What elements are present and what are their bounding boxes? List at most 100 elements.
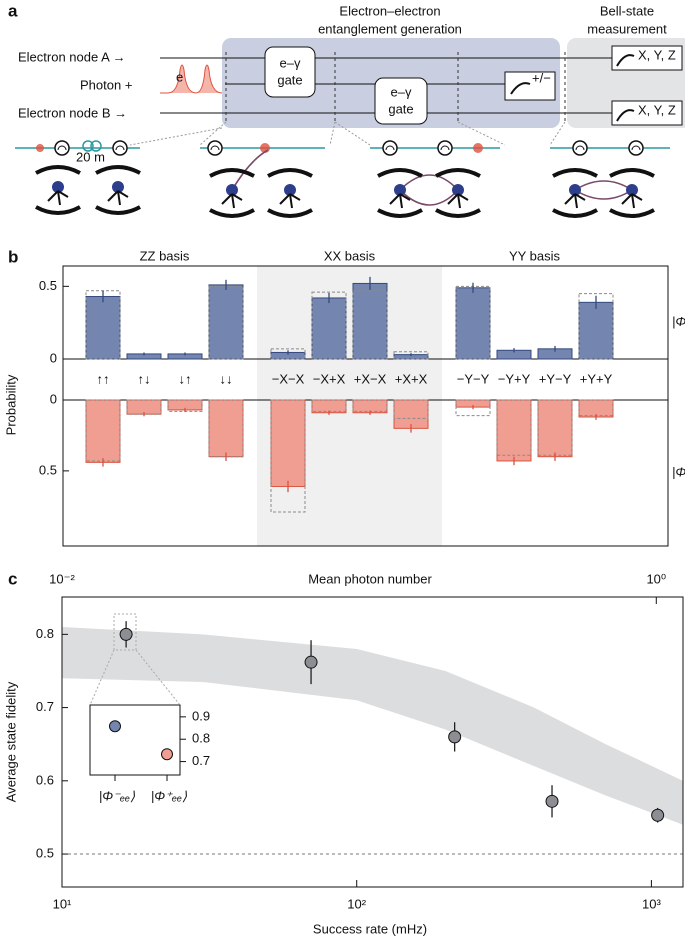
y-tick-label: 0.7: [36, 699, 54, 714]
inset-y-tick-label: 0.9: [192, 708, 210, 723]
y-tick-label: 0: [50, 391, 57, 406]
expected-bar: [578, 293, 614, 360]
point: [304, 655, 318, 669]
panel-label: a: [8, 1, 18, 20]
inset-frame: [89, 704, 181, 776]
frame: [61, 596, 684, 888]
bar: [208, 284, 244, 360]
inset-y-tick-label: 0.8: [192, 731, 210, 746]
series-label: |Φ⁻ₑₑ⟩: [672, 314, 685, 329]
expected-bar: [455, 399, 491, 417]
expected-bar: [393, 351, 429, 360]
x-tick-label: +X+X: [395, 371, 428, 386]
inset-x-tick-label: |Φ⁺ₑₑ⟩: [151, 788, 187, 803]
panel-c: 0.5 0.6 0.7 0.8 10¹ 10² 10³ 10⁻² 10⁰ Success rate…: [3, 571, 684, 936]
x2-tick-label: 10⁰: [646, 571, 666, 586]
expected-bar: [352, 290, 388, 360]
x-tick-label: +Y+Y: [580, 371, 613, 386]
y-tick-label: 0.5: [36, 845, 54, 860]
point: [119, 627, 133, 641]
input-label: Electron node B →: [18, 105, 127, 120]
inset-point: [109, 720, 121, 733]
series-label: |Φ⁺ₑₑ⟩: [672, 464, 685, 479]
y-tick-label: 0.5: [39, 278, 57, 293]
x-tick-label: ↓↓: [220, 371, 233, 386]
x-axis-label: Success rate (mHz): [313, 921, 427, 936]
y-tick-label: 0.5: [39, 462, 57, 477]
y-tick-label: 0.6: [36, 772, 54, 787]
stage-title: measurement: [587, 21, 667, 36]
gate-box: [374, 77, 428, 125]
frame: [62, 265, 669, 547]
expected-bar: [270, 399, 306, 513]
bar: [496, 399, 532, 462]
panel-b: ZZ basis XX basis YY basis ↑↑ ↑↓ ↓↑ ↓↓ −X−X −X+X…: [3, 248, 685, 547]
x-tick-label: 10¹: [53, 896, 72, 911]
x-tick-label: 10²: [347, 896, 366, 911]
x-tick-label: +Y−Y: [539, 371, 572, 386]
zoom-lines: [129, 121, 566, 146]
expected-bar: [496, 399, 532, 456]
meter-label: X, Y, Z: [638, 102, 676, 117]
input-label: Photon +: [80, 77, 132, 92]
x-tick-label: ↑↑: [97, 371, 110, 386]
distance-label: 20 m: [76, 149, 105, 164]
x2-axis-label: Mean photon number: [308, 571, 432, 586]
y-axis-label: Probability: [3, 374, 18, 435]
x2-tick-label: 10⁻²: [49, 571, 75, 586]
bar: [208, 399, 244, 458]
gate-label: gate: [388, 101, 413, 116]
inset-x-tick-label: |Φ⁻ₑₑ⟩: [99, 788, 135, 803]
y-axis-label: Average state fidelity: [3, 681, 18, 802]
group-title: XX basis: [324, 248, 376, 263]
bar: [578, 301, 614, 360]
expected-bar: [270, 348, 306, 360]
inset-point: [161, 748, 173, 761]
inset-y-tick-label: 0.7: [192, 753, 210, 768]
photon-label: e: [176, 69, 183, 84]
gate-label: e–γ: [391, 84, 412, 99]
bar: [126, 399, 162, 415]
bar: [85, 296, 121, 360]
panel-label: b: [8, 247, 18, 266]
x-tick-label: −X−X: [272, 371, 305, 386]
gate-box: [264, 46, 316, 98]
group-title: ZZ basis: [140, 248, 190, 263]
gate-label: e–γ: [280, 55, 301, 70]
x-tick-label: +X−X: [354, 371, 387, 386]
bar: [311, 297, 347, 360]
meter-label: X, Y, Z: [638, 47, 676, 62]
nodes: [34, 165, 656, 218]
meter-box: [611, 45, 683, 71]
meter-box: [504, 71, 556, 101]
bar: [85, 399, 121, 463]
x-tick-label: −Y+Y: [498, 371, 531, 386]
meter-label: +/−: [532, 70, 551, 85]
bar: [352, 282, 388, 360]
y-tick-label: 0.8: [36, 626, 54, 641]
panel-label: c: [8, 569, 17, 588]
expected-bar: [311, 291, 347, 360]
point: [448, 730, 462, 744]
y-tick-label: 0: [50, 350, 57, 365]
zoom-box: [113, 613, 137, 651]
x-tick-label: 10³: [642, 896, 661, 911]
stage-title: Electron–electron: [339, 3, 440, 18]
point: [545, 794, 559, 808]
x-tick-label: −Y−Y: [457, 371, 490, 386]
group-title: YY basis: [509, 248, 561, 263]
gate-label: gate: [277, 72, 302, 87]
input-label: Electron node A →: [18, 49, 126, 64]
x-tick-label: ↑↓: [138, 371, 151, 386]
stage-title: Bell-state: [600, 3, 654, 18]
expected-bar: [393, 399, 429, 419]
bar: [455, 287, 491, 360]
bar: [393, 399, 429, 429]
bar: [270, 399, 306, 487]
panel-a: a Electron–electron entanglement generat…: [8, 1, 685, 218]
stage-title: entanglement generation: [318, 21, 462, 36]
theory-band: [62, 627, 683, 825]
x-tick-label: ↓↑: [179, 371, 192, 386]
photon-pulses: [160, 64, 223, 94]
